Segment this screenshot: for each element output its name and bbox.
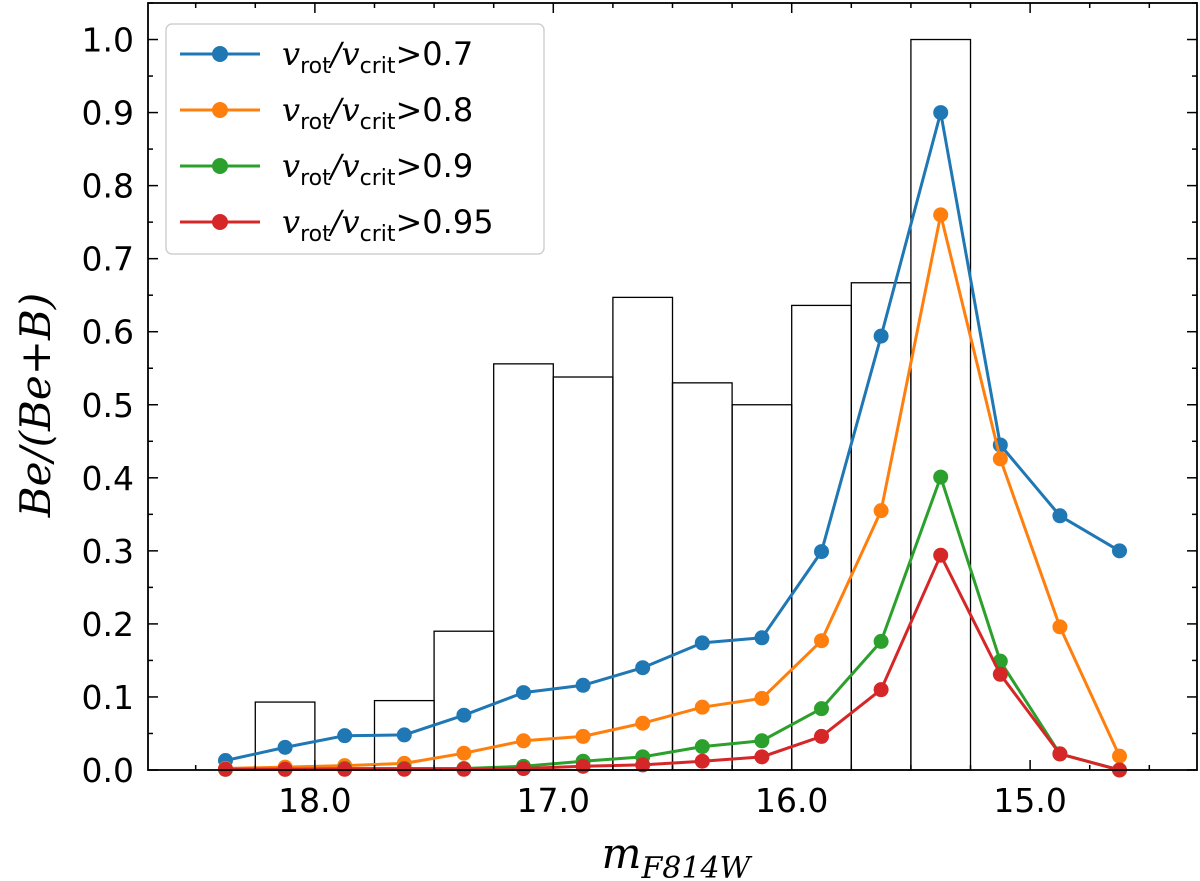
legend-label: vrot/vcrit>0.95 [282,203,494,247]
legend-marker [212,46,228,62]
y-axis-title: Be/(Be+B) [11,293,60,518]
y-tick-label: 0.4 [82,459,134,498]
legend-box [165,23,545,255]
histogram-bar [612,296,674,771]
series-point [1052,508,1068,524]
series-point [694,635,710,651]
y-tick-label: 0.3 [82,532,134,571]
series-point [873,328,889,344]
series-point [933,105,949,121]
axes: 18.0 17.0 16.0 15.0 0.0 0.1 0.2 0.3 0.4 0.5 0.6 0.7… [82,2,1198,820]
series-point [575,677,591,693]
series-point [277,739,293,755]
y-tick-label: 0.6 [82,313,134,352]
series-point [456,707,472,723]
series-point [575,758,591,774]
histogram-bar [731,404,793,771]
series-point [933,547,949,563]
histogram-bar [791,304,852,771]
x-axis-title: mF814W [602,829,753,881]
histogram-bar [910,38,972,771]
legend-marker [212,158,228,174]
y-tick-label: 0.2 [82,605,134,644]
y-tick-label: 0.1 [82,678,134,717]
series-point [1052,619,1068,635]
histogram-bar [552,376,614,771]
legend-marker [212,214,228,230]
x-tick-label: 15.0 [993,781,1066,820]
series-point [992,451,1008,467]
series-point [754,630,770,646]
x-tick-label: 18.0 [278,781,351,820]
series-point [873,633,889,649]
series-point [873,503,889,519]
series-point [635,660,651,676]
series-point [515,733,531,749]
series-point [694,699,710,715]
legend: vrot/vcrit>0.7 vrot/vcrit>0.8 vrot/vcrit>0… [165,23,545,255]
series-point [933,207,949,223]
x-tick-label: 17.0 [517,781,590,820]
histogram-bar [493,363,554,771]
y-tick-label: 0.7 [82,240,134,279]
series-point [814,544,830,560]
y-tick-label: 1.0 [82,21,134,60]
legend-label: vrot/vcrit>0.9 [282,147,473,191]
series-point [694,739,710,755]
y-tick-label: 0.9 [82,94,134,133]
series-point [456,745,472,761]
series-point [515,685,531,701]
series-point [1112,543,1128,559]
series-point [933,469,949,485]
series-point [337,728,353,744]
series-point [814,728,830,744]
series-point [1052,746,1068,762]
series-point [635,757,651,773]
series-point [992,666,1008,682]
legend-label: vrot/vcrit>0.8 [282,91,473,135]
y-tick-label: 0.5 [82,386,134,425]
series-point [754,749,770,765]
x-tick-label: 16.0 [755,781,828,820]
series-point [814,633,830,649]
series-point [635,715,651,731]
series-point [515,761,531,777]
y-tick-label: 0.8 [82,167,134,206]
series-point [814,701,830,717]
series-point [754,733,770,749]
series-point [575,728,591,744]
series-point [396,727,412,743]
series-point [873,682,889,698]
series-point [754,690,770,706]
series-line [225,111,1121,762]
legend-label: vrot/vcrit>0.7 [282,35,473,79]
legend-marker [212,102,228,118]
y-tick-label: 0.0 [82,751,134,790]
series-point [1112,748,1128,764]
series-point [694,753,710,769]
series-line [225,213,1121,770]
